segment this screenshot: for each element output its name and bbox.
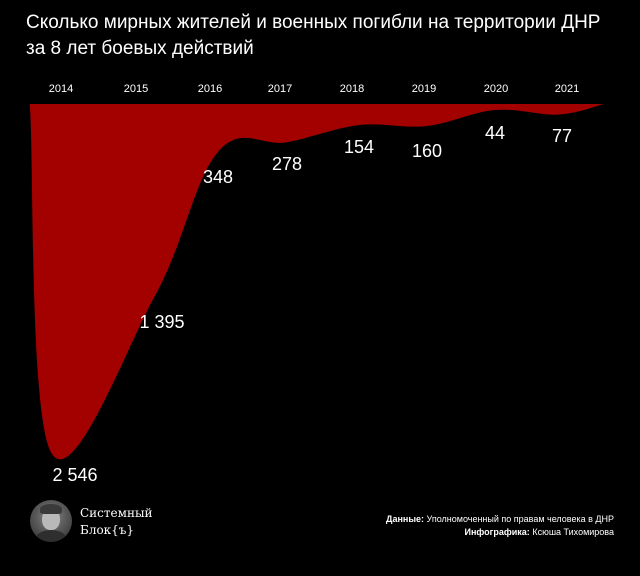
data-label-2014: 2 546 [52,465,97,485]
data-label-2019: 160 [412,141,442,161]
credits-data-row: Данные: Уполномоченный по правам человек… [386,513,614,526]
brand-name-line-2: Блок{ъ} [80,523,135,537]
brand-avatar [30,500,72,542]
area-series [30,104,604,460]
data-labels: 2 546 1 395 348 278 154 160 44 77 [52,123,572,485]
x-axis-ticks: 2014 2015 2016 2017 2018 2019 2020 2021 [49,83,579,95]
x-tick-2015: 2015 [124,83,148,95]
credits: Данные: Уполномоченный по правам человек… [386,513,614,539]
x-tick-2017: 2017 [268,83,292,95]
data-label-2018: 154 [344,137,374,157]
brand-name: Системный Блок{ъ} [80,505,153,539]
x-tick-2016: 2016 [198,83,222,95]
brand-name-line-1: Системный [80,506,153,520]
chart-title: Сколько мирных жителей и военных погибли… [26,10,626,62]
data-label-2020: 44 [485,123,505,143]
credits-graphics-label: Инфографика: [464,527,530,537]
chart-title-line-2: за 8 лет боевых действий [26,38,254,59]
credits-data-value: Уполномоченный по правам человека в ДНР [426,514,614,524]
x-tick-2021: 2021 [555,83,579,95]
data-label-2017: 278 [272,154,302,174]
brand-logo: Системный Блок{ъ} [30,500,190,544]
data-label-2015: 1 395 [139,312,184,332]
credits-graphics-row: Инфографика: Ксюша Тихомирова [386,526,614,539]
x-tick-2020: 2020 [484,83,508,95]
data-label-2016: 348 [203,167,233,187]
area-layer [30,104,604,460]
x-tick-2018: 2018 [340,83,364,95]
data-label-2021: 77 [552,126,572,146]
x-tick-2019: 2019 [412,83,436,95]
chart-title-line-1: Сколько мирных жителей и военных погибли… [26,12,601,33]
credits-data-label: Данные: [386,514,425,524]
x-tick-2014: 2014 [49,83,73,95]
credits-graphics-value: Ксюша Тихомирова [532,527,614,537]
